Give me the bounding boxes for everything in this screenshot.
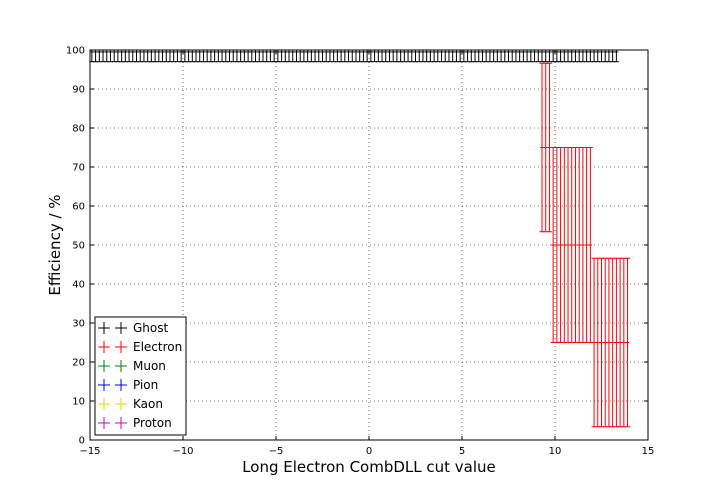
x-tick-label: −15 xyxy=(79,446,100,457)
legend-label: Proton xyxy=(133,416,172,430)
legend: Ghost Electron Muon Pion Kaon Proton xyxy=(94,316,187,436)
legend-item: Muon xyxy=(98,359,166,373)
series-electron xyxy=(539,62,631,428)
y-tick-label: 20 xyxy=(72,358,85,369)
y-tick-label: 0 xyxy=(79,436,85,447)
legend-label: Kaon xyxy=(133,397,163,411)
legend-item: Pion xyxy=(98,378,158,392)
data-point xyxy=(543,62,549,233)
x-tick-label: −5 xyxy=(269,446,284,457)
legend-item: Proton xyxy=(98,416,172,430)
x-tick-label: 15 xyxy=(642,446,655,457)
data-point xyxy=(625,257,631,428)
y-tick-label: 10 xyxy=(72,397,85,408)
y-tick-label: 90 xyxy=(72,85,85,96)
legend-item: Electron xyxy=(98,340,182,354)
legend-label: Pion xyxy=(133,378,158,392)
y-tick-label: 30 xyxy=(72,319,85,330)
y-tick-label: 70 xyxy=(72,163,85,174)
legend-label: Electron xyxy=(133,340,182,354)
data-point xyxy=(580,147,586,343)
grid-lines xyxy=(90,50,648,440)
legend-label: Ghost xyxy=(133,321,168,335)
legend-item: Ghost xyxy=(98,321,168,335)
y-tick-label: 80 xyxy=(72,124,85,135)
axis-ticks: −15 −10 −5 0 5 10 15 0 10 20 30 40 50 60 70 80 90 100 xyxy=(66,46,654,458)
y-axis-label: Efficiency / % xyxy=(46,194,64,295)
y-tick-label: 50 xyxy=(72,241,85,252)
y-tick-label: 100 xyxy=(66,46,85,57)
data-point xyxy=(587,147,593,343)
legend-box xyxy=(94,316,187,436)
x-tick-label: −10 xyxy=(172,446,193,457)
x-tick-label: 10 xyxy=(549,446,562,457)
x-tick-label: 5 xyxy=(459,446,465,457)
legend-label: Muon xyxy=(133,359,166,373)
legend-item: Kaon xyxy=(98,397,163,411)
x-axis-label: Long Electron CombDLL cut value xyxy=(242,458,496,476)
y-tick-label: 40 xyxy=(72,280,85,291)
y-tick-label: 60 xyxy=(72,202,85,213)
x-tick-label: 0 xyxy=(366,446,372,457)
